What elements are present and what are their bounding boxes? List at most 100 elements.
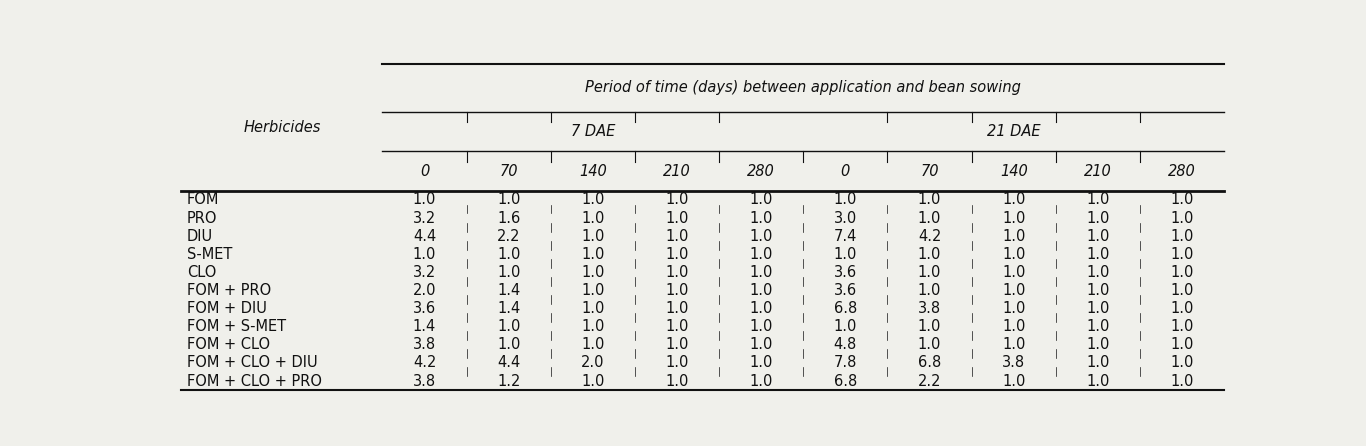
Text: 21 DAE: 21 DAE	[986, 124, 1041, 139]
Text: 2.0: 2.0	[413, 283, 436, 298]
Text: 1.0: 1.0	[1003, 301, 1026, 316]
Text: 1.0: 1.0	[1086, 211, 1109, 226]
Text: 1.0: 1.0	[497, 265, 520, 280]
Text: 1.0: 1.0	[665, 337, 688, 352]
Text: DIU: DIU	[187, 229, 213, 244]
Text: 1.0: 1.0	[581, 283, 605, 298]
Text: 1.0: 1.0	[750, 211, 773, 226]
Text: 1.0: 1.0	[665, 319, 688, 334]
Text: 1.0: 1.0	[750, 337, 773, 352]
Text: FOM + CLO: FOM + CLO	[187, 337, 269, 352]
Text: 1.0: 1.0	[1086, 301, 1109, 316]
Text: 1.0: 1.0	[918, 283, 941, 298]
Text: 3.6: 3.6	[833, 265, 856, 280]
Text: 0: 0	[840, 164, 850, 179]
Text: 1.0: 1.0	[750, 301, 773, 316]
Text: 1.6: 1.6	[497, 211, 520, 226]
Text: 1.0: 1.0	[833, 319, 856, 334]
Text: 1.0: 1.0	[750, 355, 773, 371]
Text: 1.0: 1.0	[1171, 319, 1194, 334]
Text: 1.0: 1.0	[665, 192, 688, 207]
Text: 1.0: 1.0	[581, 373, 605, 388]
Text: 1.4: 1.4	[497, 283, 520, 298]
Text: 1.0: 1.0	[918, 192, 941, 207]
Text: 280: 280	[1168, 164, 1195, 179]
Text: 1.0: 1.0	[750, 265, 773, 280]
Text: 210: 210	[663, 164, 691, 179]
Text: 7 DAE: 7 DAE	[571, 124, 615, 139]
Text: 1.0: 1.0	[665, 373, 688, 388]
Text: 3.2: 3.2	[413, 211, 436, 226]
Text: 3.8: 3.8	[413, 373, 436, 388]
Text: 1.0: 1.0	[750, 319, 773, 334]
Text: CLO: CLO	[187, 265, 216, 280]
Text: 1.4: 1.4	[413, 319, 436, 334]
Text: 1.0: 1.0	[1086, 319, 1109, 334]
Text: 3.6: 3.6	[833, 283, 856, 298]
Text: 210: 210	[1085, 164, 1112, 179]
Text: 1.0: 1.0	[1171, 283, 1194, 298]
Text: 1.0: 1.0	[1003, 265, 1026, 280]
Text: 280: 280	[747, 164, 775, 179]
Text: 1.0: 1.0	[665, 355, 688, 371]
Text: 1.0: 1.0	[1003, 319, 1026, 334]
Text: 1.0: 1.0	[581, 229, 605, 244]
Text: 1.0: 1.0	[1171, 301, 1194, 316]
Text: FOM + S-MET: FOM + S-MET	[187, 319, 285, 334]
Text: 1.0: 1.0	[581, 319, 605, 334]
Text: 1.0: 1.0	[1171, 337, 1194, 352]
Text: 1.0: 1.0	[497, 337, 520, 352]
Text: 4.4: 4.4	[413, 229, 436, 244]
Text: 1.0: 1.0	[1003, 373, 1026, 388]
Text: 1.0: 1.0	[1003, 247, 1026, 262]
Text: 1.0: 1.0	[581, 247, 605, 262]
Text: 140: 140	[1000, 164, 1027, 179]
Text: 1.0: 1.0	[1003, 192, 1026, 207]
Text: 1.0: 1.0	[581, 192, 605, 207]
Text: 1.0: 1.0	[1086, 247, 1109, 262]
Text: 1.0: 1.0	[1171, 265, 1194, 280]
Text: 2.2: 2.2	[918, 373, 941, 388]
Text: 3.8: 3.8	[918, 301, 941, 316]
Text: 0: 0	[419, 164, 429, 179]
Text: 1.0: 1.0	[1086, 355, 1109, 371]
Text: FOM + DIU: FOM + DIU	[187, 301, 266, 316]
Text: 1.0: 1.0	[665, 229, 688, 244]
Text: 1.0: 1.0	[918, 337, 941, 352]
Text: FOM + CLO + PRO: FOM + CLO + PRO	[187, 373, 321, 388]
Text: 1.0: 1.0	[918, 211, 941, 226]
Text: 7.8: 7.8	[833, 355, 856, 371]
Text: 1.0: 1.0	[1171, 211, 1194, 226]
Text: 3.8: 3.8	[1003, 355, 1026, 371]
Text: 4.2: 4.2	[918, 229, 941, 244]
Text: 1.0: 1.0	[1086, 265, 1109, 280]
Text: 1.0: 1.0	[497, 192, 520, 207]
Text: 1.0: 1.0	[750, 229, 773, 244]
Text: 1.0: 1.0	[1086, 229, 1109, 244]
Text: 70: 70	[921, 164, 938, 179]
Text: 1.0: 1.0	[1086, 373, 1109, 388]
Text: 1.0: 1.0	[497, 319, 520, 334]
Text: Period of time (days) between application and bean sowing: Period of time (days) between applicatio…	[586, 80, 1022, 95]
Text: 3.8: 3.8	[413, 337, 436, 352]
Text: S-MET: S-MET	[187, 247, 232, 262]
Text: 2.0: 2.0	[581, 355, 605, 371]
Text: 1.0: 1.0	[1171, 229, 1194, 244]
Text: 1.0: 1.0	[665, 247, 688, 262]
Text: 1.0: 1.0	[665, 301, 688, 316]
Text: 1.2: 1.2	[497, 373, 520, 388]
Text: 4.2: 4.2	[413, 355, 436, 371]
Text: 6.8: 6.8	[833, 373, 856, 388]
Text: 3.6: 3.6	[413, 301, 436, 316]
Text: 1.0: 1.0	[1171, 192, 1194, 207]
Text: 1.0: 1.0	[918, 247, 941, 262]
Text: 4.4: 4.4	[497, 355, 520, 371]
Text: 1.0: 1.0	[1086, 337, 1109, 352]
Text: 1.0: 1.0	[1003, 211, 1026, 226]
Text: 1.0: 1.0	[1171, 355, 1194, 371]
Text: 1.0: 1.0	[750, 192, 773, 207]
Text: 1.0: 1.0	[833, 192, 856, 207]
Text: 6.8: 6.8	[918, 355, 941, 371]
Text: 1.0: 1.0	[750, 373, 773, 388]
Text: 3.0: 3.0	[833, 211, 856, 226]
